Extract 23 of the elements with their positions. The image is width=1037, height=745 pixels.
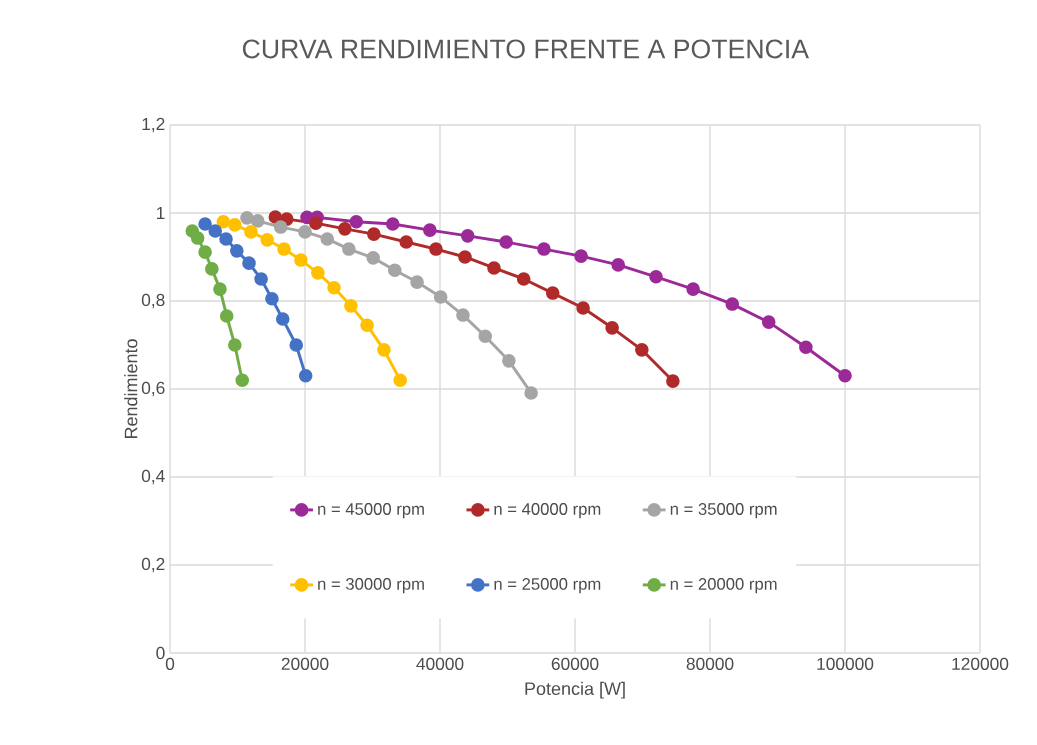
y-tick-label: 0,4 (141, 469, 165, 485)
legend-label: n = 30000 rpm (318, 578, 424, 594)
x-axis-title: Potencia [W] (525, 681, 625, 699)
y-tick-label: 0,6 (141, 381, 165, 397)
y-tick-label: 0,2 (141, 557, 165, 573)
x-tick-label: 80000 (686, 657, 734, 670)
legend-label: n = 35000 rpm (670, 503, 777, 519)
legend-label: n = 45000 rpm (318, 503, 424, 519)
x-tick-label: 120000 (952, 657, 1009, 670)
y-tick-label: 0 (156, 646, 165, 660)
legend-label: n = 20000 rpm (670, 578, 777, 594)
x-tick-label: 0 (165, 657, 175, 670)
y-tick-label: 1 (156, 207, 165, 219)
legend-label: n = 40000 rpm (494, 503, 601, 519)
y-axis-title: Rendimiento (124, 339, 138, 439)
x-tick-label: 20000 (281, 657, 329, 670)
x-tick-label: 100000 (817, 657, 874, 670)
x-tick-label: 40000 (416, 657, 464, 670)
y-tick-label: 1,2 (142, 117, 165, 133)
x-tick-label: 60000 (551, 657, 599, 670)
legend-label: n = 25000 rpm (494, 578, 601, 594)
y-tick-label: 0,8 (141, 293, 165, 309)
chart-title: CURVA RENDIMIENTO FRENTE A POTENCIA (242, 39, 809, 59)
